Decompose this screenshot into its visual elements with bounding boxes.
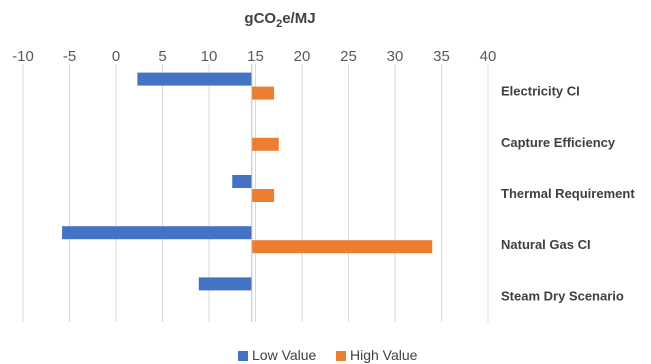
category-labels: Electricity CI Capture Efficiency Thermal … (501, 84, 635, 304)
legend-label-1: High Value (350, 347, 418, 363)
x-tick-label-7: 25 (340, 48, 357, 65)
x-tick-label-5: 15 (247, 48, 264, 65)
bars (62, 72, 433, 291)
bar-low-value-0 (137, 72, 252, 86)
x-axis-title: gCO2e/MJ (244, 10, 315, 30)
category-label-0: Electricity CI (501, 84, 580, 99)
bar-high-value-0 (251, 86, 275, 100)
bar-low-value-4 (198, 277, 252, 291)
x-tick-label-2: 0 (112, 48, 120, 65)
legend-swatch-0 (238, 351, 248, 361)
category-label-1: Capture Efficiency (501, 135, 616, 150)
bar-low-value-2 (232, 175, 252, 188)
legend: Low Value High Value (238, 347, 418, 363)
bar-high-value-3 (251, 240, 433, 254)
x-tick-label-0: -10 (12, 48, 34, 65)
legend-label-0: Low Value (252, 347, 317, 363)
x-tick-label-9: 35 (433, 48, 450, 65)
x-tick-label-1: -5 (63, 48, 76, 65)
x-tick-label-6: 20 (294, 48, 311, 65)
category-label-3: Natural Gas CI (501, 237, 591, 252)
x-tick-label-10: 40 (480, 48, 497, 65)
category-label-4: Steam Dry Scenario (501, 288, 624, 303)
x-tick-label-4: 10 (201, 48, 218, 65)
x-tick-labels: -10 -5 0 5 10 15 20 25 30 35 40 (12, 48, 496, 65)
x-tick-label-3: 5 (158, 48, 166, 65)
x-tick-label-8: 30 (387, 48, 404, 65)
legend-swatch-1 (336, 351, 346, 361)
category-label-2: Thermal Requirement (501, 186, 635, 201)
bar-low-value-3 (62, 226, 252, 240)
bar-high-value-1 (251, 137, 279, 151)
bar-high-value-2 (251, 189, 275, 202)
